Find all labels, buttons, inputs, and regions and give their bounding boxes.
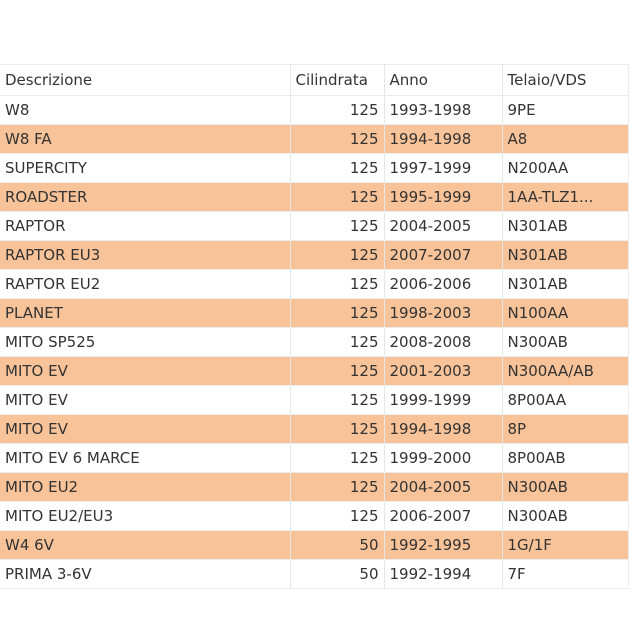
cell-descrizione: MITO EU2/EU3 [0, 501, 291, 531]
header-telaio-vds[interactable]: Telaio/VDS [502, 64, 629, 96]
cell-anno: 1992-1995 [384, 530, 503, 560]
table-row: RAPTOR 125 2004-2005 N301AB [0, 211, 629, 241]
table-row: ROADSTER 125 1995-1999 1AA-TLZ1... [0, 182, 629, 212]
header-cilindrata[interactable]: Cilindrata [290, 64, 385, 96]
cell-descrizione: MITO EV 6 MARCE [0, 443, 291, 473]
cell-telaio-vds: N301AB [502, 269, 629, 299]
cell-telaio-vds: 8P [502, 414, 629, 444]
cell-anno: 2004-2005 [384, 211, 503, 241]
cell-cilindrata: 125 [290, 385, 385, 415]
cell-anno: 2007-2007 [384, 240, 503, 270]
cell-anno: 2004-2005 [384, 472, 503, 502]
cell-cilindrata: 125 [290, 327, 385, 357]
vehicle-compatibility-table: Descrizione Cilindrata Anno Telaio/VDS W… [0, 64, 629, 589]
cell-cilindrata: 125 [290, 443, 385, 473]
cell-descrizione: MITO EV [0, 414, 291, 444]
table-row: W8 FA 125 1994-1998 A8 [0, 124, 629, 154]
cell-descrizione: MITO SP525 [0, 327, 291, 357]
table-row: MITO EV 125 1994-1998 8P [0, 414, 629, 444]
header-anno[interactable]: Anno [384, 64, 503, 96]
table-header: Descrizione Cilindrata Anno Telaio/VDS [0, 64, 629, 96]
cell-telaio-vds: N300AB [502, 501, 629, 531]
cell-anno: 2006-2006 [384, 269, 503, 299]
cell-cilindrata: 125 [290, 269, 385, 299]
cell-cilindrata: 125 [290, 95, 385, 125]
table-row: RAPTOR EU2 125 2006-2006 N301AB [0, 269, 629, 299]
cell-descrizione: RAPTOR EU3 [0, 240, 291, 270]
table-row: MITO EU2/EU3 125 2006-2007 N300AB [0, 501, 629, 531]
cell-cilindrata: 125 [290, 211, 385, 241]
cell-cilindrata: 125 [290, 501, 385, 531]
cell-anno: 1993-1998 [384, 95, 503, 125]
cell-anno: 1992-1994 [384, 559, 503, 589]
cell-descrizione: RAPTOR [0, 211, 291, 241]
cell-telaio-vds: 1G/1F [502, 530, 629, 560]
cell-telaio-vds: 8P00AA [502, 385, 629, 415]
table-row: W8 125 1993-1998 9PE [0, 95, 629, 125]
cell-descrizione: RAPTOR EU2 [0, 269, 291, 299]
cell-anno: 1994-1998 [384, 124, 503, 154]
table-row: PRIMA 3-6V 50 1992-1994 7F [0, 559, 629, 589]
cell-anno: 2008-2008 [384, 327, 503, 357]
cell-telaio-vds: 1AA-TLZ1... [502, 182, 629, 212]
cell-cilindrata: 125 [290, 356, 385, 386]
cell-telaio-vds: 9PE [502, 95, 629, 125]
cell-anno: 1998-2003 [384, 298, 503, 328]
cell-cilindrata: 125 [290, 153, 385, 183]
cell-telaio-vds: 8P00AB [502, 443, 629, 473]
cell-telaio-vds: A8 [502, 124, 629, 154]
cell-telaio-vds: N300AB [502, 472, 629, 502]
cell-telaio-vds: 7F [502, 559, 629, 589]
table-row: MITO EV 6 MARCE 125 1999-2000 8P00AB [0, 443, 629, 473]
cell-anno: 1994-1998 [384, 414, 503, 444]
cell-descrizione: MITO EV [0, 385, 291, 415]
cell-cilindrata: 125 [290, 472, 385, 502]
cell-descrizione: PLANET [0, 298, 291, 328]
cell-telaio-vds: N300AA/AB [502, 356, 629, 386]
cell-telaio-vds: N300AB [502, 327, 629, 357]
cell-descrizione: PRIMA 3-6V [0, 559, 291, 589]
cell-telaio-vds: N301AB [502, 211, 629, 241]
table-row: W4 6V 50 1992-1995 1G/1F [0, 530, 629, 560]
cell-anno: 1995-1999 [384, 182, 503, 212]
table-row: PLANET 125 1998-2003 N100AA [0, 298, 629, 328]
cell-descrizione: MITO EV [0, 356, 291, 386]
cell-telaio-vds: N200AA [502, 153, 629, 183]
cell-descrizione: W4 6V [0, 530, 291, 560]
cell-descrizione: W8 FA [0, 124, 291, 154]
cell-anno: 1999-2000 [384, 443, 503, 473]
cell-anno: 2006-2007 [384, 501, 503, 531]
cell-descrizione: MITO EU2 [0, 472, 291, 502]
table-row: MITO SP525 125 2008-2008 N300AB [0, 327, 629, 357]
table-row: MITO EV 125 2001-2003 N300AA/AB [0, 356, 629, 386]
cell-cilindrata: 125 [290, 124, 385, 154]
table-row: SUPERCITY 125 1997-1999 N200AA [0, 153, 629, 183]
vehicle-compatibility-table-container: Descrizione Cilindrata Anno Telaio/VDS W… [0, 64, 629, 589]
cell-cilindrata: 50 [290, 530, 385, 560]
cell-descrizione: SUPERCITY [0, 153, 291, 183]
table-row: MITO EU2 125 2004-2005 N300AB [0, 472, 629, 502]
cell-anno: 1999-1999 [384, 385, 503, 415]
cell-cilindrata: 125 [290, 414, 385, 444]
cell-anno: 1997-1999 [384, 153, 503, 183]
table-body: W8 125 1993-1998 9PE W8 FA 125 1994-1998… [0, 95, 629, 589]
table-row: MITO EV 125 1999-1999 8P00AA [0, 385, 629, 415]
header-descrizione[interactable]: Descrizione [0, 64, 291, 96]
cell-telaio-vds: N301AB [502, 240, 629, 270]
cell-cilindrata: 125 [290, 240, 385, 270]
table-row: RAPTOR EU3 125 2007-2007 N301AB [0, 240, 629, 270]
cell-cilindrata: 125 [290, 298, 385, 328]
header-row: Descrizione Cilindrata Anno Telaio/VDS [0, 64, 629, 96]
cell-descrizione: ROADSTER [0, 182, 291, 212]
cell-descrizione: W8 [0, 95, 291, 125]
cell-anno: 2001-2003 [384, 356, 503, 386]
cell-telaio-vds: N100AA [502, 298, 629, 328]
cell-cilindrata: 50 [290, 559, 385, 589]
cell-cilindrata: 125 [290, 182, 385, 212]
